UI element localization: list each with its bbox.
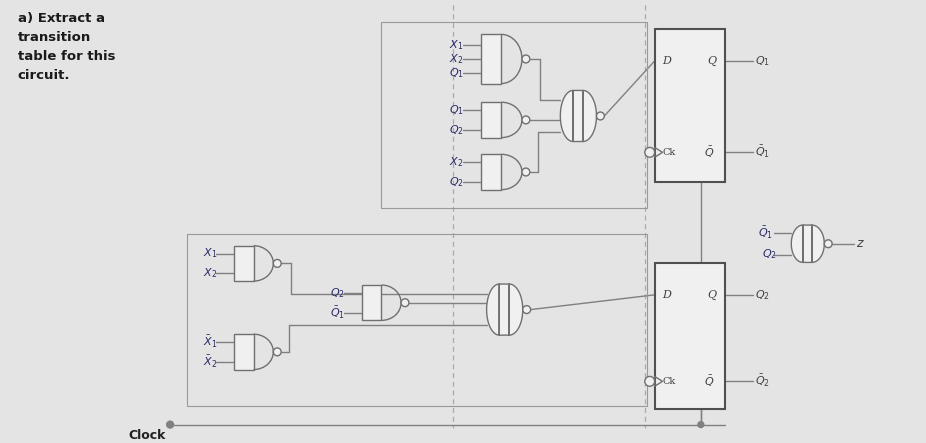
Text: $X_2$: $X_2$ (449, 155, 464, 169)
Text: Ck: Ck (662, 377, 676, 386)
Polygon shape (487, 284, 523, 335)
Text: $\bar{Q}_1$: $\bar{Q}_1$ (757, 225, 773, 241)
Text: D: D (662, 290, 671, 300)
Polygon shape (362, 285, 382, 320)
Circle shape (522, 116, 530, 124)
Polygon shape (481, 102, 501, 138)
Circle shape (596, 112, 605, 120)
Polygon shape (560, 90, 596, 141)
Text: $\bar{Q}_2$: $\bar{Q}_2$ (755, 373, 770, 389)
Text: $Q_1$: $Q_1$ (755, 54, 770, 68)
Text: $X_2$: $X_2$ (203, 266, 217, 280)
Text: $\bar{Q}$: $\bar{Q}$ (704, 145, 714, 160)
Polygon shape (481, 154, 501, 190)
Text: $Q_1$: $Q_1$ (449, 103, 464, 117)
Text: $Q_2$: $Q_2$ (762, 248, 777, 261)
Text: Q: Q (707, 56, 717, 66)
Text: $\bar{X}_1$: $\bar{X}_1$ (203, 334, 217, 350)
Text: $X_1$: $X_1$ (449, 38, 464, 52)
Text: D: D (662, 56, 671, 66)
Text: $Q_2$: $Q_2$ (755, 288, 770, 302)
Circle shape (523, 306, 531, 314)
Polygon shape (481, 35, 501, 84)
Polygon shape (234, 334, 254, 369)
Text: $\bar{Q}_1$: $\bar{Q}_1$ (331, 304, 345, 321)
Text: $Q_2$: $Q_2$ (331, 286, 345, 300)
Circle shape (273, 260, 282, 267)
Circle shape (522, 168, 530, 176)
Text: $Q_1$: $Q_1$ (449, 66, 464, 80)
Circle shape (401, 299, 409, 307)
FancyBboxPatch shape (655, 264, 725, 409)
Text: $\bar{X}_2$: $\bar{X}_2$ (203, 354, 217, 369)
Circle shape (644, 148, 655, 157)
Polygon shape (234, 246, 254, 281)
Text: a) Extract a
transition
table for this
circuit.: a) Extract a transition table for this c… (18, 12, 115, 82)
Text: $\bar{Q}$: $\bar{Q}$ (704, 374, 714, 389)
Text: Ck: Ck (662, 148, 676, 157)
Text: $X_2$: $X_2$ (449, 52, 464, 66)
Text: $Q_2$: $Q_2$ (449, 175, 464, 189)
FancyBboxPatch shape (655, 30, 725, 182)
Text: $z$: $z$ (856, 237, 865, 250)
Text: $Q_2$: $Q_2$ (449, 123, 464, 136)
Text: $X_1$: $X_1$ (203, 247, 217, 260)
Circle shape (522, 55, 530, 63)
Polygon shape (792, 225, 824, 262)
Circle shape (824, 240, 832, 248)
Circle shape (644, 377, 655, 386)
Text: Q: Q (707, 290, 717, 300)
Circle shape (167, 421, 173, 428)
Text: $\bar{Q}_1$: $\bar{Q}_1$ (755, 144, 770, 160)
Circle shape (698, 422, 704, 427)
Circle shape (273, 348, 282, 356)
Text: Clock: Clock (129, 428, 166, 442)
